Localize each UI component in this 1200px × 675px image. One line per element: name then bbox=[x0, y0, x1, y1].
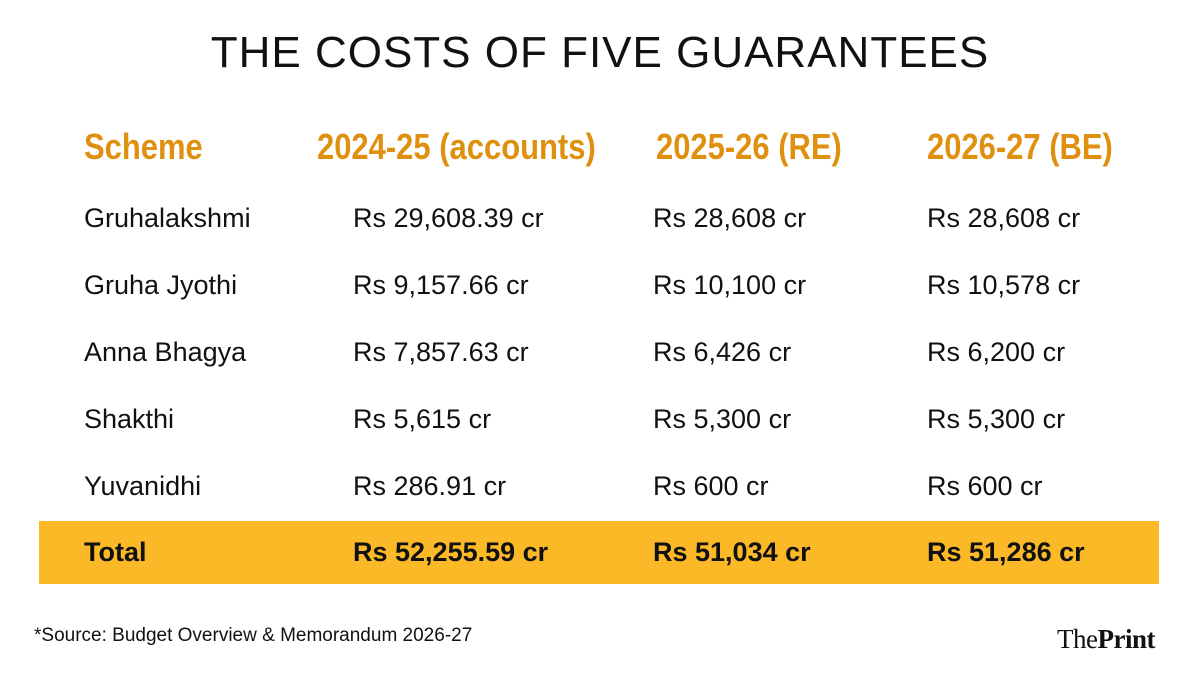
table-cell-2024-25: Rs 5,615 cr bbox=[353, 404, 492, 434]
table-cell-scheme: Yuvanidhi bbox=[84, 471, 202, 501]
chart-title: THE COSTS OF FIVE GUARANTEES bbox=[210, 28, 990, 77]
table-cell-2024-25: Rs 29,608.39 cr bbox=[353, 203, 544, 233]
table-cell-2024-25: Rs 9,157.66 cr bbox=[353, 270, 529, 300]
column-header-scheme: Scheme bbox=[84, 126, 203, 167]
table-cell-2026-27: Rs 28,608 cr bbox=[927, 203, 1081, 233]
table-cell-scheme: Gruhalakshmi bbox=[84, 203, 251, 233]
table-cell-2026-27: Rs 600 cr bbox=[927, 471, 1043, 501]
column-header-2025-26: 2025-26 (RE) bbox=[656, 126, 842, 167]
table-cell-2026-27: Rs 10,578 cr bbox=[927, 270, 1081, 300]
table-cell-2025-26: Rs 5,300 cr bbox=[653, 404, 792, 434]
logo-the: The bbox=[1057, 624, 1098, 654]
table-cell-2026-27: Rs 6,200 cr bbox=[927, 337, 1066, 367]
total-row-highlight bbox=[39, 521, 1159, 584]
column-header-2026-27: 2026-27 (BE) bbox=[927, 126, 1113, 167]
table-cell-2024-25: Rs 286.91 cr bbox=[353, 471, 507, 501]
table-cell-2025-26: Rs 10,100 cr bbox=[653, 270, 807, 300]
table-cell-2025-26: Rs 6,426 cr bbox=[653, 337, 792, 367]
theprint-logo: ThePrint bbox=[1057, 624, 1155, 655]
table-cell-scheme: Anna Bhagya bbox=[84, 337, 247, 367]
logo-print: Print bbox=[1097, 624, 1155, 654]
total-2024-25: Rs 52,255.59 cr bbox=[353, 537, 549, 567]
table-cell-scheme: Gruha Jyothi bbox=[84, 270, 238, 300]
table-cell-2026-27: Rs 5,300 cr bbox=[927, 404, 1066, 434]
table-cell-2024-25: Rs 7,857.63 cr bbox=[353, 337, 529, 367]
total-2026-27: Rs 51,286 cr bbox=[927, 537, 1085, 567]
table-cell-2025-26: Rs 28,608 cr bbox=[653, 203, 807, 233]
table-cell-scheme: Shakthi bbox=[84, 404, 175, 434]
table-cell-2025-26: Rs 600 cr bbox=[653, 471, 769, 501]
column-header-2024-25: 2024-25 (accounts) bbox=[317, 126, 596, 167]
source-note: *Source: Budget Overview & Memorandum 20… bbox=[34, 625, 473, 646]
total-2025-26: Rs 51,034 cr bbox=[653, 537, 811, 567]
total-label: Total bbox=[84, 537, 147, 567]
